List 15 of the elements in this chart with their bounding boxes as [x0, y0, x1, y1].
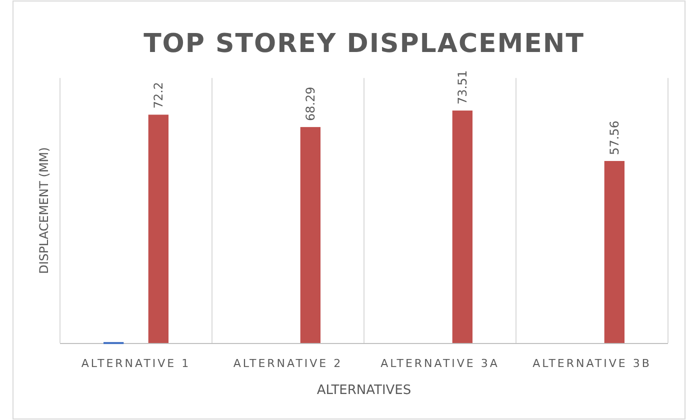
x-tick-label: ALTERNATIVE 3A — [380, 357, 500, 370]
bar — [300, 127, 321, 343]
x-tick-label: ALTERNATIVE 3B — [532, 357, 652, 370]
bar — [604, 160, 625, 343]
bar — [148, 114, 169, 343]
data-label: 57.56 — [607, 120, 622, 155]
x-axis-title: ALTERNATIVES — [316, 383, 412, 398]
data-label: 73.51 — [455, 70, 470, 105]
x-tick-label: ALTERNATIVE 2 — [233, 357, 343, 370]
chart-title: TOP STOREY DISPLACEMENT — [144, 29, 584, 59]
data-label: 72.2 — [151, 82, 166, 109]
bar — [452, 110, 473, 343]
x-tick-label: ALTERNATIVE 1 — [81, 357, 191, 370]
data-label: 68.29 — [303, 86, 318, 122]
y-axis-title: DISPLACEMENT (MM) — [37, 147, 51, 274]
